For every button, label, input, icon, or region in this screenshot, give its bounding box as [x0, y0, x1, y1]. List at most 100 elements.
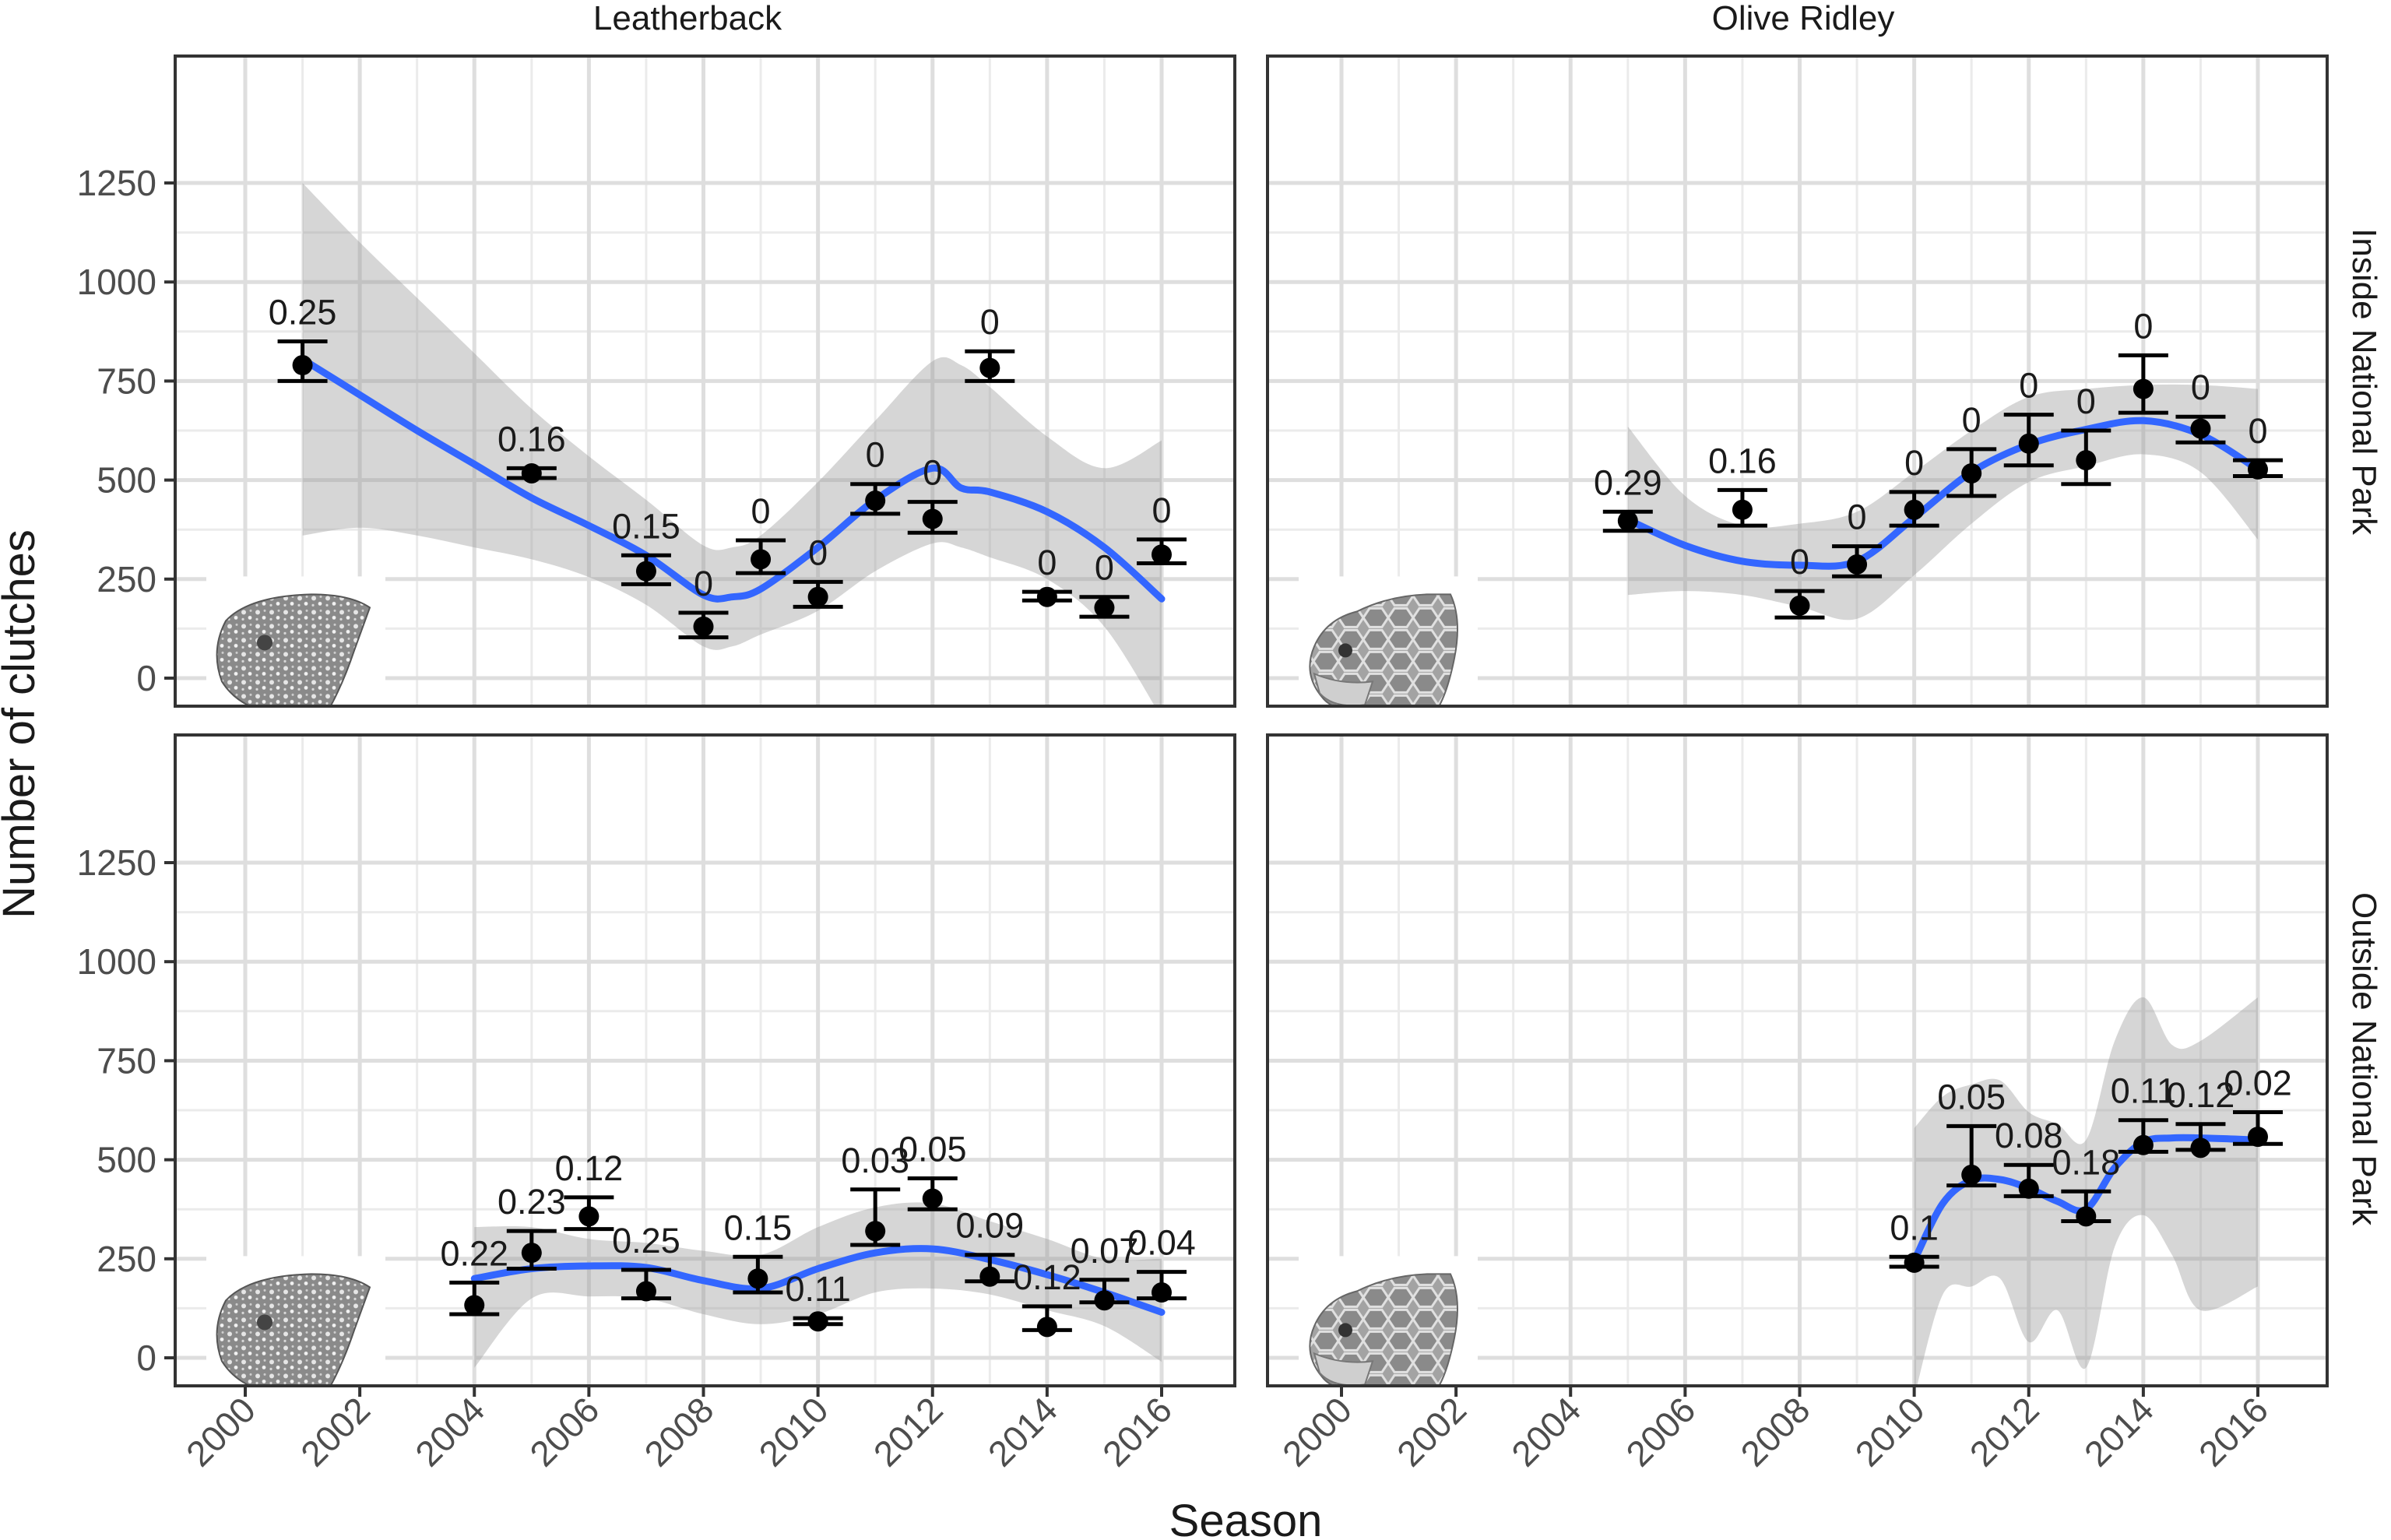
gridlines [1268, 735, 2327, 1386]
data-point [1036, 1317, 1057, 1338]
data-point [1904, 499, 1925, 520]
leatherback-head-icon [216, 1273, 371, 1386]
data-point [1789, 595, 1810, 616]
data-label: 0.25 [269, 293, 337, 332]
y-tick-label: 0 [136, 1338, 156, 1378]
data-point [1617, 511, 1638, 532]
x-tick-label: 2002 [1389, 1389, 1474, 1474]
olive-ridley-eye [1338, 1323, 1352, 1338]
x-tick-label: 2004 [407, 1389, 492, 1474]
data-point [807, 586, 828, 607]
data-point [2018, 433, 2039, 454]
data-label: 0 [1904, 443, 1924, 483]
x-tick-label: 2010 [751, 1389, 836, 1474]
data-point [865, 1221, 886, 1242]
data-label: 0 [2019, 366, 2038, 406]
confidence-ribbon [474, 1202, 1162, 1368]
leatherback-eye [257, 1314, 273, 1331]
data-label: 0 [1848, 498, 1867, 537]
data-point [922, 508, 943, 529]
panel-content [206, 1176, 1187, 1386]
data-point [1847, 554, 1868, 575]
data-point [635, 561, 656, 582]
data-label: 0 [1962, 400, 1981, 440]
data-label: 0 [1152, 490, 1171, 530]
leatherback-head-icon [216, 593, 371, 706]
data-point [2018, 1178, 2039, 1199]
data-point [807, 1311, 828, 1332]
data-label: 0 [2191, 367, 2210, 407]
data-label: 0.02 [2224, 1064, 2292, 1103]
y-tick-label: 250 [97, 1239, 156, 1279]
data-label: 0 [980, 302, 1000, 342]
data-point [2133, 1134, 2154, 1155]
data-label: 0 [923, 453, 942, 493]
strip-label-leatherback: Leatherback [593, 0, 782, 37]
leatherback-eye [257, 635, 273, 651]
data-point [1961, 1164, 1982, 1185]
data-point [521, 1243, 542, 1264]
panel-content [206, 183, 1187, 706]
y-tick-label: 1000 [77, 941, 156, 982]
data-label: 0 [1790, 542, 1809, 582]
y-tick-label: 750 [97, 360, 156, 401]
data-label: 0.16 [498, 419, 566, 459]
data-point [2076, 450, 2097, 471]
x-tick-label: 2014 [980, 1389, 1065, 1474]
data-point [865, 490, 886, 512]
panel-olive-ridley-outside: 0.1 0.050.080.18 0.110.120.02 [1266, 733, 2329, 1387]
x-tick-label: 2010 [1848, 1389, 1932, 1474]
y-tick-label: 0 [136, 658, 156, 698]
data-label: 0.29 [1594, 462, 1662, 502]
strip-label-outside-national-park: Outside National Park [2345, 892, 2383, 1226]
x-tick-label: 2002 [293, 1389, 378, 1474]
data-label: 0 [751, 491, 771, 531]
data-label: 0.08 [1995, 1116, 2063, 1155]
olive-ridley-head-shape [1309, 1273, 1458, 1386]
data-label: 0.12 [555, 1148, 624, 1188]
data-point [2190, 1137, 2211, 1159]
data-label: 0.05 [1937, 1077, 2006, 1116]
leatherback-head-shape [216, 1273, 371, 1386]
data-point [521, 462, 542, 483]
data-point [1904, 1252, 1925, 1273]
x-tick-label: 2012 [866, 1389, 951, 1474]
olive-ridley-head-shape [1309, 593, 1458, 706]
x-tick-label: 2016 [1095, 1389, 1180, 1474]
data-point [1961, 462, 1982, 483]
data-label: 0.03 [841, 1141, 909, 1180]
data-label: 0.07 [1071, 1231, 1139, 1271]
panel-border [1266, 54, 2329, 708]
y-axis-title: Number of clutches [0, 529, 44, 919]
data-point [751, 549, 772, 570]
data-label: 0 [694, 564, 713, 603]
data-point [2076, 1206, 2097, 1227]
data-label: 0.12 [2167, 1075, 2235, 1115]
data-point [979, 357, 1000, 378]
leatherback-head-shape [216, 593, 371, 706]
data-label: 0.1 [1890, 1208, 1939, 1247]
gridlines [1268, 56, 2327, 706]
data-label: 0 [2248, 411, 2267, 451]
data-point [1152, 544, 1172, 565]
data-point [1152, 1282, 1172, 1303]
data-label: 0 [2133, 306, 2153, 346]
y-axis-bottom: 0 250 500 750 1000 1250 [77, 842, 175, 1378]
data-label: 0.12 [1013, 1257, 1081, 1297]
x-tick-label: 2012 [1962, 1389, 2047, 1474]
data-point [1036, 586, 1057, 607]
y-tick-label: 500 [97, 1140, 156, 1180]
data-point [1094, 597, 1115, 618]
y-tick-label: 750 [97, 1040, 156, 1081]
y-tick-label: 1250 [77, 842, 156, 883]
y-axis-top: 0 250 500 750 1000 1250 [77, 163, 175, 698]
x-tick-label: 2014 [2076, 1389, 2161, 1474]
y-tick-label: 1250 [77, 163, 156, 203]
strip-label-olive-ridley: Olive Ridley [1712, 0, 1895, 37]
data-label: 0.23 [498, 1182, 566, 1222]
smooth-trend-line [470, 1245, 1166, 1316]
data-label: 0.22 [440, 1233, 508, 1273]
